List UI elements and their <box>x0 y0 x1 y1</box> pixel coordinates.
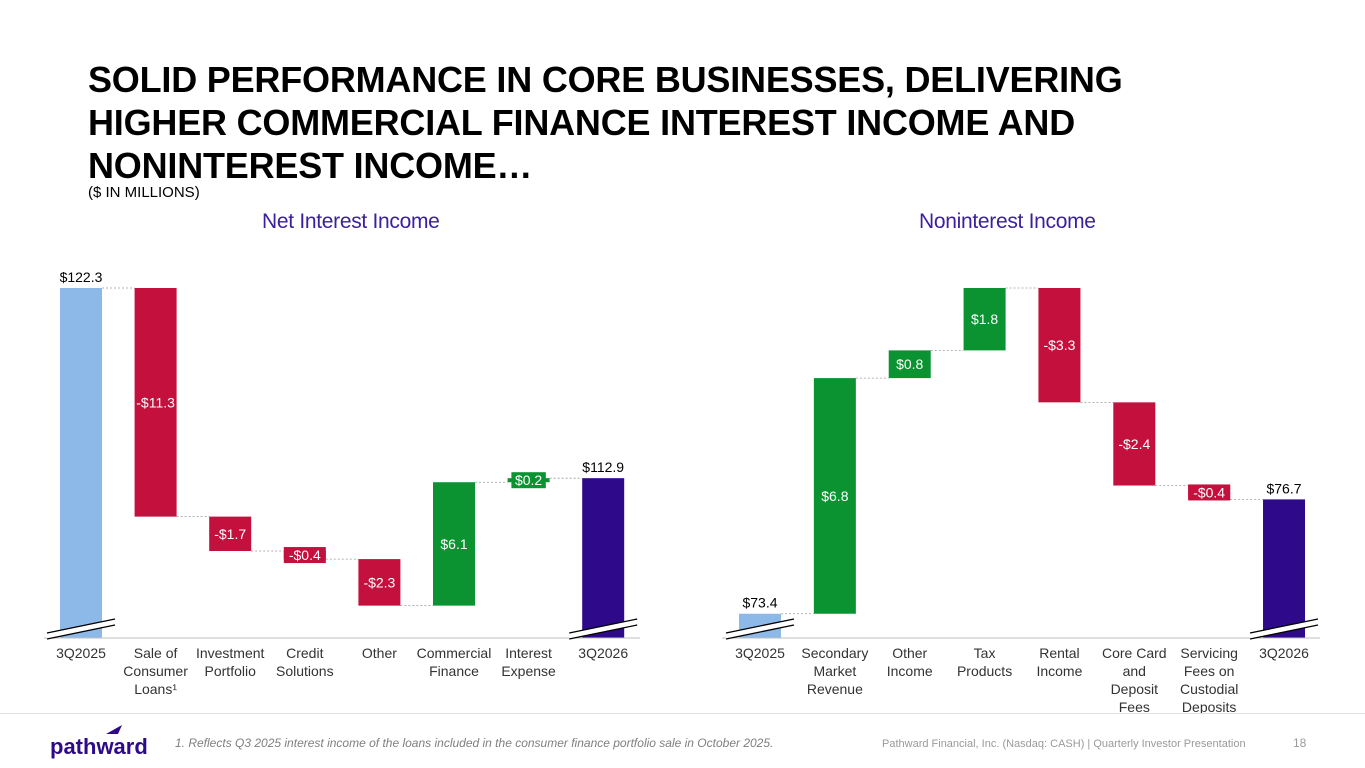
page-number: 18 <box>1293 736 1307 750</box>
nii-category-3q2025: 3Q2025 <box>56 645 106 661</box>
units-subtitle: ($ IN MILLIONS) <box>88 184 200 201</box>
nonii-chart-title: Noninterest Income <box>919 210 1096 233</box>
nii-label-other: -$2.3 <box>363 574 395 590</box>
nonii-category-secondary-market-revenue: Secondary Market Revenue <box>801 645 868 697</box>
nonii-label-other-income: $0.8 <box>896 356 923 372</box>
nonii-label-3q2025: $73.4 <box>742 595 777 611</box>
nonii-category-tax-products: Tax Products <box>957 645 1012 679</box>
nonii-label-secondary-market-revenue: $6.8 <box>821 488 848 504</box>
nonii-category-servicing-fees-on-custodial-deposits: Servicing Fees on Custodial Deposits <box>1180 645 1238 713</box>
nii-category-sale-of-consumer-loans: Sale of Consumer Loans¹ <box>123 645 188 697</box>
nii-bar-3q2026 <box>582 478 625 638</box>
nii-bar-3q2025 <box>60 288 102 638</box>
nonii-label-servicing-fees-on-custodial-deposits: -$0.4 <box>1193 484 1225 500</box>
nonii-category-3q2025: 3Q2025 <box>735 645 785 661</box>
nonii-category-rental-income: Rental Income <box>1036 645 1082 679</box>
nii-category-investment-portfolio: Investment Portfolio <box>196 645 265 679</box>
nonii-bar-secondary-market-revenue <box>813 378 856 614</box>
nonii-category-3q2026: 3Q2026 <box>1259 645 1309 661</box>
nii-category-interest-expense: Interest Expense <box>501 645 556 679</box>
nonii-label-3q2026: $76.7 <box>1266 480 1301 496</box>
footer-source: Pathward Financial, Inc. (Nasdaq: CASH) … <box>882 738 1246 750</box>
nonii-bar-other-income <box>888 350 931 379</box>
nonii-bar-3q2026 <box>1263 499 1306 638</box>
nonii-label-rental-income: -$3.3 <box>1043 337 1075 353</box>
nii-label-investment-portfolio: -$1.7 <box>214 526 246 542</box>
pathward-logo: pathward <box>50 725 148 759</box>
logo-wordmark: pathward <box>50 734 148 759</box>
nii-axis-break-0 <box>46 618 116 640</box>
nii-bar-other <box>358 559 401 606</box>
nii-axis-break-7 <box>569 618 638 640</box>
nii-label-sale-of-consumer-loans: -$11.3 <box>136 394 175 410</box>
nii-bar-commercial-finance <box>433 482 475 606</box>
noninterest-income-chart: $73.4 $6.8 $0.8 $1.8 -$3.3 -$2.4 -$0.4 $76.7 3Q2… <box>722 287 1320 713</box>
title-line-2: HIGHER COMMERCIAL FINANCE INTEREST INCOM… <box>88 102 1076 143</box>
nii-category-commercial-finance: Commercial Finance <box>417 645 492 679</box>
nonii-axis-break-0 <box>725 618 795 640</box>
nonii-category-other-income: Other Income <box>887 645 933 679</box>
nii-bar-sale-of-consumer-loans <box>134 288 177 517</box>
nonii-label-core-card-and-deposit-fees: -$2.4 <box>1118 436 1150 452</box>
nii-category-3q2026: 3Q2026 <box>578 645 628 661</box>
title-line-3: NONINTEREST INCOME… <box>88 145 533 186</box>
nii-bar-investment-portfolio <box>209 516 252 552</box>
nii-category-other: Other <box>362 645 397 661</box>
net-interest-income-chart: $122.3 -$11.3 -$1.7 -$0.4 -$2.3 $6.1 $0.2 $112.… <box>44 269 640 697</box>
footnote: 1. Reflects Q3 2025 interest income of t… <box>175 736 774 750</box>
nii-label-3q2025: $122.3 <box>60 269 103 285</box>
nii-category-credit-solutions: Credit Solutions <box>276 645 334 679</box>
nii-label-interest-expense: $0.2 <box>515 472 542 488</box>
nii-label-bg-interest-expense <box>511 472 546 489</box>
nii-label-3q2026: $112.9 <box>582 459 624 475</box>
nonii-label-tax-products: $1.8 <box>971 311 998 327</box>
nonii-bar-core-card-and-deposit-fees <box>1113 402 1156 486</box>
nii-chart-title: Net Interest Income <box>262 210 440 233</box>
nii-label-credit-solutions: -$0.4 <box>289 547 321 563</box>
page-title: SOLID PERFORMANCE IN CORE BUSINESSES, DE… <box>88 58 1268 187</box>
nonii-bar-rental-income <box>1038 288 1081 403</box>
nonii-axis-break-7 <box>1249 618 1319 640</box>
nii-label-bg-credit-solutions <box>283 547 326 564</box>
footer-divider <box>0 713 1365 714</box>
nonii-category-core-card-and-deposit-fees: Core Card and Deposit Fees <box>1102 645 1167 713</box>
nonii-bar-tax-products <box>963 288 1006 351</box>
nii-label-commercial-finance: $6.1 <box>440 536 467 552</box>
title-line-1: SOLID PERFORMANCE IN CORE BUSINESSES, DE… <box>88 59 1123 100</box>
nonii-label-bg-servicing-fees-on-custodial-deposits <box>1188 484 1231 501</box>
